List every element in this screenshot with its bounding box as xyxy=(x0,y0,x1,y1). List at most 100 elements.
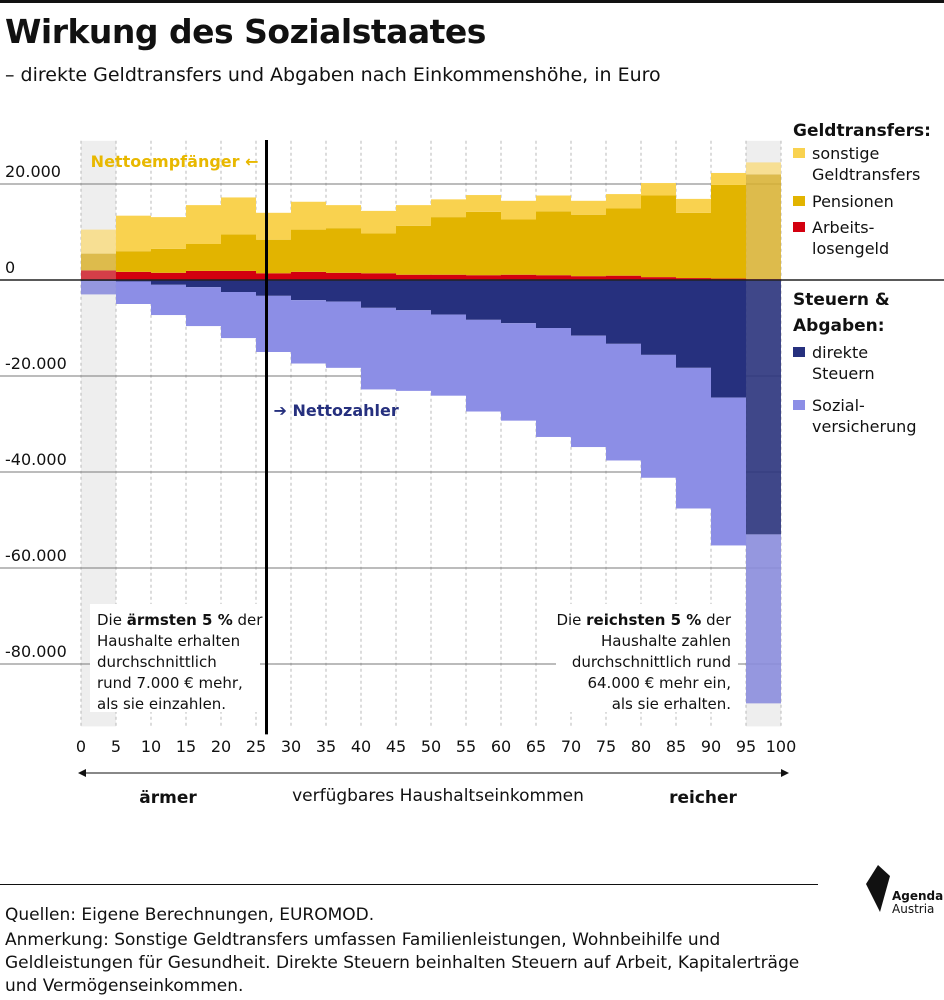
bar-direkte-85-90 xyxy=(676,280,711,368)
x-tick-label: 20 xyxy=(211,737,231,756)
legend-label-sozial-2: versicherung xyxy=(812,417,916,436)
x-tick-label: 45 xyxy=(386,737,406,756)
income-arrow-left-head xyxy=(78,769,86,777)
x-tick-label: 15 xyxy=(176,737,196,756)
bar-sozial-75-80 xyxy=(606,343,641,461)
bar-sozial-40-45 xyxy=(361,307,396,390)
left-annotation-line-part: Die xyxy=(97,611,127,629)
bar-sozial-95-100 xyxy=(746,534,781,704)
bar-pensionen-50-55 xyxy=(431,217,466,275)
bar-pensionen-60-65 xyxy=(501,219,536,275)
nettoempfaenger-label: Nettoempfänger ← xyxy=(91,152,259,171)
reicher-label: reicher xyxy=(669,788,737,808)
sources-text: Quellen: Eigene Berechnungen, EUROMOD. xyxy=(5,905,375,925)
legend-taxes-heading-2: Abgaben: xyxy=(793,316,885,336)
bar-direkte-70-75 xyxy=(571,280,606,336)
bar-arbeitslos-60-65 xyxy=(501,274,536,280)
bar-pensionen-55-60 xyxy=(466,211,501,276)
bar-direkte-45-50 xyxy=(396,280,431,311)
x-tick-label: 100 xyxy=(766,737,797,756)
bar-arbeitslos-75-80 xyxy=(606,275,641,280)
y-tick-label: -60.000 xyxy=(5,546,67,565)
bar-arbeitslos-10-15 xyxy=(151,272,186,280)
legend-swatch-sozial xyxy=(793,400,805,410)
logo-mark xyxy=(866,865,890,912)
bar-direkte-50-55 xyxy=(431,280,466,315)
left-annotation-line: Die ärmsten 5 % der xyxy=(97,611,263,629)
bar-sozial-15-20 xyxy=(186,287,221,327)
bar-sonstige-80-85 xyxy=(641,183,676,196)
bar-direkte-15-20 xyxy=(186,280,221,288)
bar-sozial-30-35 xyxy=(291,300,326,364)
left-annotation-line-part: rund 7.000 € mehr, xyxy=(97,674,243,692)
bar-sonstige-15-20 xyxy=(186,205,221,244)
bar-sozial-35-40 xyxy=(326,301,361,368)
legend-label-pensionen: Pensionen xyxy=(812,192,894,211)
page-title: Wirkung des Sozialstaates xyxy=(5,12,486,51)
bar-sonstige-70-75 xyxy=(571,200,606,215)
legend-transfers-heading: Geldtransfers: xyxy=(793,121,931,141)
logo-line-1: Agenda xyxy=(892,889,944,903)
bar-pensionen-80-85 xyxy=(641,195,676,278)
right-annotation-line: durchschnittlich rund xyxy=(572,653,731,671)
bar-sonstige-85-90 xyxy=(676,198,711,213)
bar-direkte-60-65 xyxy=(501,280,536,324)
bar-direkte-65-70 xyxy=(536,280,571,328)
legend-label-direkte: direkte xyxy=(812,343,868,362)
left-annotation-line-part: der xyxy=(233,611,264,629)
bar-arbeitslos-80-85 xyxy=(641,277,676,280)
bar-sozial-5-10 xyxy=(116,281,151,304)
bar-pensionen-95-100 xyxy=(746,174,781,280)
bar-sonstige-0-5 xyxy=(81,229,116,254)
bar-sonstige-95-100 xyxy=(746,162,781,175)
nettozahler-label: ➔ Nettozahler xyxy=(274,401,399,420)
right-annotation-line-part: Die xyxy=(556,611,586,629)
bar-pensionen-40-45 xyxy=(361,233,396,274)
bar-direkte-75-80 xyxy=(606,280,641,344)
x-tick-label: 90 xyxy=(701,737,721,756)
right-annotation-line-part: reichsten 5 % xyxy=(586,611,701,629)
income-arrow-right-head xyxy=(781,769,789,777)
bar-arbeitslos-30-35 xyxy=(291,271,326,280)
right-annotation-line: Haushalte zahlen xyxy=(601,632,731,650)
note-text: Anmerkung: Sonstige Geldtransfers umfass… xyxy=(5,930,800,996)
x-tick-label: 40 xyxy=(351,737,371,756)
bar-sozial-65-70 xyxy=(536,328,571,437)
bar-direkte-80-85 xyxy=(641,280,676,355)
bar-arbeitslos-15-20 xyxy=(186,270,221,280)
bar-pensionen-85-90 xyxy=(676,212,711,279)
bar-pensionen-45-50 xyxy=(396,225,431,275)
bar-arbeitslos-5-10 xyxy=(116,271,151,280)
bar-sozial-20-25 xyxy=(221,292,256,339)
bar-sozial-50-55 xyxy=(431,314,466,396)
y-tick-label: -80.000 xyxy=(5,642,67,661)
bar-arbeitslos-0-5 xyxy=(81,270,116,280)
bar-sonstige-35-40 xyxy=(326,205,361,229)
bar-arbeitslos-35-40 xyxy=(326,272,361,280)
bar-sozial-60-65 xyxy=(501,323,536,421)
y-tick-label: 20.000 xyxy=(5,162,61,181)
x-tick-label: 65 xyxy=(526,737,546,756)
bar-arbeitslos-45-50 xyxy=(396,274,431,280)
left-annotation-line: durchschnittlich xyxy=(97,653,217,671)
legend-label-arbeitslos: Arbeits- xyxy=(812,218,874,237)
legend-swatch-arbeitslos xyxy=(793,222,805,232)
right-annotation-line-part: durchschnittlich rund xyxy=(572,653,731,671)
x-tick-label: 80 xyxy=(631,737,651,756)
bar-sozial-80-85 xyxy=(641,354,676,478)
bar-arbeitslos-20-25 xyxy=(221,270,256,280)
bar-sonstige-65-70 xyxy=(536,195,571,212)
bar-sozial-45-50 xyxy=(396,310,431,391)
left-annotation-line-part: Haushalte erhalten xyxy=(97,632,240,650)
bar-direkte-95-100 xyxy=(746,280,781,535)
legend-swatch-pensionen xyxy=(793,196,805,206)
top-rule xyxy=(0,0,944,3)
legend-label-sonstige: sonstige xyxy=(812,144,879,163)
page-subtitle: – direkte Geldtransfers und Abgaben nach… xyxy=(5,64,661,86)
x-tick-label: 75 xyxy=(596,737,616,756)
right-annotation-line: Die reichsten 5 % der xyxy=(556,611,731,629)
bar-sozial-85-90 xyxy=(676,367,711,509)
bar-sozial-10-15 xyxy=(151,284,186,316)
x-tick-label: 85 xyxy=(666,737,686,756)
legend-label-sonstige-2: Geldtransfers xyxy=(812,165,920,184)
